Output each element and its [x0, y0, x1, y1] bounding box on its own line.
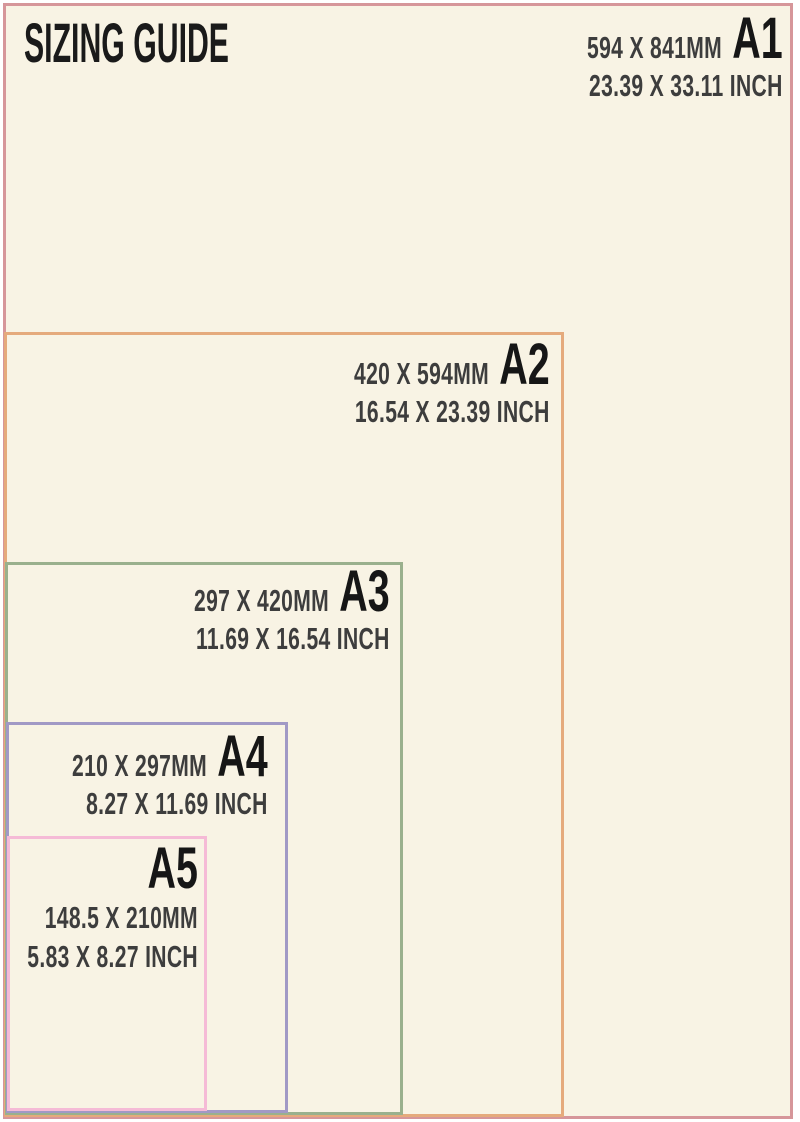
page-title: SIZING GUIDE — [24, 11, 229, 74]
a4-size-info: 210 X 297MM A4 8.27 X 11.69 INCH — [72, 724, 268, 821]
a4-mm-dimensions: 210 X 297MM — [72, 748, 208, 783]
a5-inch-dimensions: 5.83 X 8.27 INCH — [27, 939, 198, 975]
a4-label: A4 — [217, 724, 268, 789]
a5-label: A5 — [147, 836, 198, 901]
a3-inch-dimensions: 11.69 X 16.54 INCH — [196, 620, 390, 656]
a3-mm-dimensions: 297 X 420MM — [194, 583, 330, 618]
a4-size-row: 210 X 297MM A4 — [72, 724, 268, 789]
a4-inch-dimensions: 8.27 X 11.69 INCH — [86, 785, 268, 821]
a1-inch-dimensions: 23.39 X 33.11 INCH — [589, 67, 783, 103]
a5-paper-outline — [7, 836, 207, 1111]
a1-size-info: 594 X 841MM A1 23.39 X 33.11 INCH — [587, 6, 783, 103]
a2-label: A2 — [499, 332, 550, 397]
a2-mm-dimensions: 420 X 594MM — [354, 356, 490, 391]
a3-label: A3 — [339, 559, 390, 624]
a1-mm-dimensions: 594 X 841MM — [587, 30, 723, 65]
a1-paper-outline — [3, 3, 793, 1119]
a3-size-info: 297 X 420MM A3 11.69 X 16.54 INCH — [194, 559, 390, 656]
a2-size-info: 420 X 594MM A2 16.54 X 23.39 INCH — [354, 332, 550, 429]
a1-label: A1 — [732, 6, 783, 71]
a2-size-row: 420 X 594MM A2 — [354, 332, 550, 397]
a3-size-row: 297 X 420MM A3 — [194, 559, 390, 624]
a2-inch-dimensions: 16.54 X 23.39 INCH — [355, 393, 550, 429]
a5-size-info: A5 148.5 X 210MM 5.83 X 8.27 INCH — [27, 836, 199, 975]
a5-mm-dimensions: 148.5 X 210MM — [44, 900, 199, 936]
a1-size-row: 594 X 841MM A1 — [587, 6, 783, 71]
